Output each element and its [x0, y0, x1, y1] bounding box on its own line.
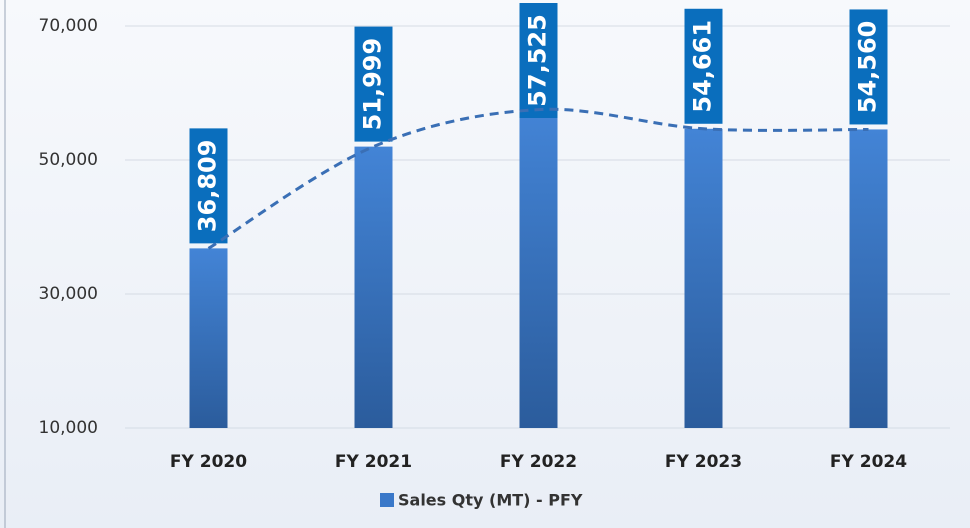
trendline [207, 107, 869, 250]
value-label: 36,809 [194, 140, 222, 233]
value-label: 57,525 [524, 14, 552, 107]
bar [849, 129, 888, 428]
x-tick-label: FY 2021 [335, 452, 412, 472]
value-label-box [849, 9, 888, 125]
value-label: 54,661 [689, 20, 717, 113]
legend-swatch [380, 493, 394, 507]
x-tick-label: FY 2024 [830, 452, 907, 472]
value-label-box [519, 3, 558, 118]
y-tick-label: 10,000 [39, 418, 98, 438]
bar [189, 248, 228, 428]
value-label: 51,999 [359, 38, 387, 131]
bar [354, 146, 393, 429]
y-tick-label: 30,000 [39, 284, 98, 304]
x-tick-label: FY 2023 [665, 452, 742, 472]
value-label-box [354, 26, 393, 142]
y-tick-label: 50,000 [39, 150, 98, 170]
bar [519, 109, 558, 429]
value-label-box [684, 8, 723, 124]
bar [684, 128, 723, 428]
value-label-box [189, 128, 228, 244]
legend-label: Sales Qty (MT) - PFY [398, 491, 583, 510]
x-tick-label: FY 2022 [500, 452, 577, 472]
y-tick-label: 70,000 [39, 16, 98, 36]
value-label: 54,560 [854, 21, 882, 114]
x-tick-label: FY 2020 [170, 452, 247, 472]
